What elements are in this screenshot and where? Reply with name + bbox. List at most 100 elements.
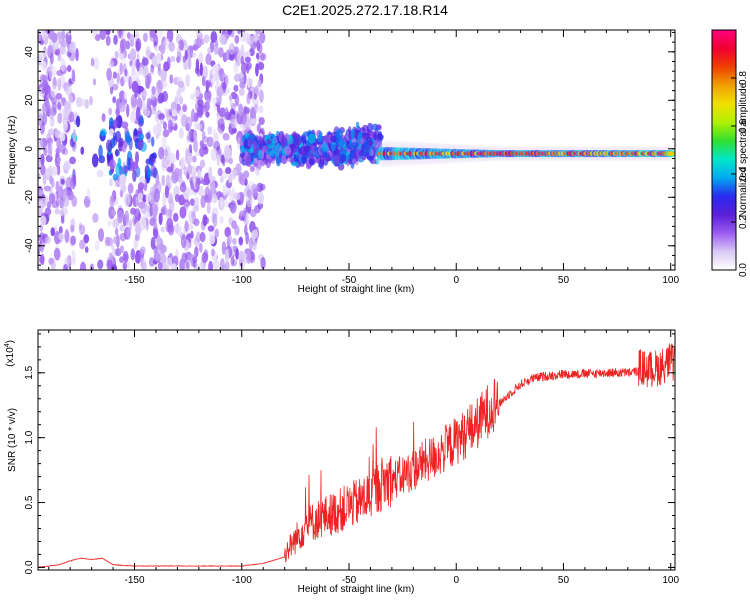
spectrogram-cell (53, 247, 61, 261)
spectrogram-cell (160, 253, 167, 264)
colorbar: 0.0 0.2 0.4 0.6 0.8 Normalized spectral ampl… (711, 29, 749, 277)
spectrogram-cell (190, 93, 196, 100)
spectrogram-cell (212, 213, 218, 228)
spectrogram-cell (179, 259, 185, 270)
spectrogram-cell (38, 30, 42, 43)
spectrogram-cell (224, 261, 230, 270)
spectrogram-cell (72, 128, 77, 143)
colorbar-tick-label: 0.2 (738, 215, 749, 229)
spectrogram-cell (56, 156, 62, 163)
spectrogram-cell (219, 215, 224, 224)
spectrogram-cell (252, 140, 257, 150)
spectrogram-cell (224, 248, 230, 263)
x-tick-label: -150 (125, 575, 145, 586)
snr-series-line (38, 343, 675, 568)
spectrogram-cell (234, 192, 241, 201)
spectrogram-cell (219, 176, 224, 184)
spectrogram-cell (184, 49, 188, 61)
spectrogram-cell (57, 53, 62, 62)
spectrogram-cell (151, 86, 157, 95)
spectrogram-cell (91, 153, 99, 168)
spectrogram-cell (164, 148, 169, 158)
spectrogram-cell (188, 210, 195, 224)
spectrogram-cell (112, 218, 120, 229)
spectrogram-cell (75, 115, 81, 128)
spectrogram-cell (39, 73, 47, 85)
spectrogram-cell (207, 225, 215, 232)
spectrogram-cell (202, 214, 208, 227)
spectrogram-cell (280, 135, 287, 147)
colorbar-tick-label: 0.6 (738, 119, 749, 133)
spectrogram-cell (66, 65, 72, 72)
spectrogram-cell (224, 226, 232, 238)
spectrogram-heatmap (38, 30, 675, 270)
spectrogram-cell (219, 258, 225, 270)
spectrogram-cell (126, 156, 131, 171)
spectrogram-cell (145, 217, 149, 231)
spectrogram-cell (112, 173, 118, 181)
spectrogram-cell (228, 173, 233, 184)
spectrogram-cell (90, 57, 95, 67)
spectrogram-cell (251, 230, 256, 242)
spectrogram-cell (124, 131, 131, 143)
colorbar-tick-label: 0.8 (738, 71, 749, 85)
spectrogram-cell (269, 149, 276, 158)
spectrogram-cell (135, 221, 142, 235)
spectrogram-cell (65, 85, 72, 97)
spectrogram-cell (149, 67, 155, 75)
spectrogram-cell (56, 164, 61, 176)
spectrogram-cell (97, 228, 105, 242)
spectrogram-cell (216, 154, 221, 167)
spectrogram-cell (256, 182, 264, 193)
spectrogram-cell (303, 145, 311, 153)
snr-panel: -150 -100 -50 0 50 100 0.0 0.5 1.0 1.5 Height of… (4, 329, 679, 595)
spectrogram-cell (226, 49, 230, 61)
spectrogram-cell (39, 224, 44, 232)
spectrogram-cell (141, 57, 149, 66)
y-tick-label: 0.0 (24, 560, 35, 574)
spectrogram-cell (213, 71, 220, 82)
spectrogram-cell (207, 126, 213, 135)
spectrogram-cell (249, 165, 255, 172)
spectrogram-cell (235, 248, 239, 260)
spectrogram-cell (260, 52, 267, 61)
spectrogram-cell (161, 136, 167, 149)
spectrogram-cell (230, 118, 238, 129)
spectrogram-cell (210, 31, 218, 43)
spectrogram-cell (99, 128, 107, 137)
spectrogram-cell (136, 199, 140, 207)
spectrogram-cell (146, 169, 153, 178)
spectrogram-cell (258, 42, 263, 55)
spectrogram-cell (50, 52, 54, 65)
spectrogram-cell (63, 263, 69, 270)
y-tick-label: -40 (24, 238, 35, 253)
spectrogram-cell (92, 78, 97, 86)
spectrogram-cell (118, 137, 124, 148)
spectrogram-cell (59, 209, 65, 217)
spectrogram-cell (167, 223, 175, 236)
spectrogram-cell (54, 208, 60, 215)
y-tick-label: 0 (24, 146, 35, 152)
spectrogram-cell (361, 132, 370, 140)
spectrogram-cell (212, 259, 220, 270)
spectrogram-cell (275, 142, 282, 150)
spectrogram-cell (117, 209, 124, 224)
spectrogram-cell (156, 79, 163, 94)
spectrogram-cell (192, 155, 197, 163)
spectrogram-cell (205, 53, 212, 66)
spectrogram-cell (294, 134, 302, 146)
spectrogram-cell (79, 261, 87, 270)
spectrogram-cell (214, 228, 220, 238)
spectrogram-cell (127, 183, 134, 194)
spectrogram-cell (89, 96, 93, 106)
spectrogram-cell (183, 166, 188, 176)
spectrogram-cell (109, 117, 114, 128)
spectrogram-cell (115, 162, 121, 177)
spectrogram-cell (93, 57, 100, 70)
spectrogram-cell (220, 154, 225, 164)
spectrogram-cell (254, 103, 258, 114)
spectrogram-cell (38, 199, 44, 213)
x-tick-label: 100 (662, 575, 679, 586)
spectrogram-cell (195, 123, 203, 131)
